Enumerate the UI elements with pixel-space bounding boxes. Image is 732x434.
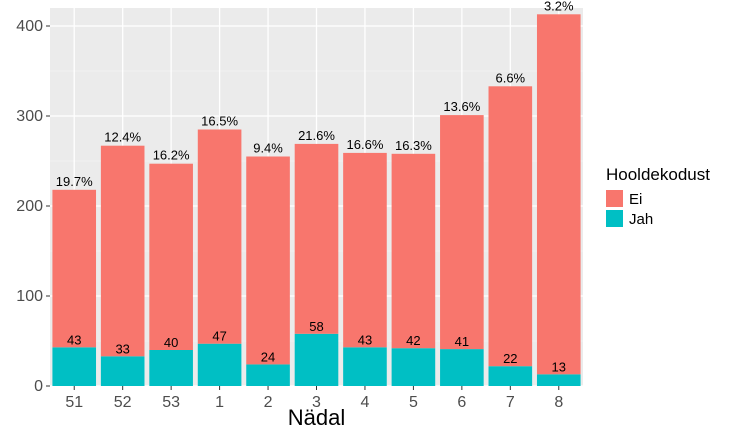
bar-count-label: 41 xyxy=(455,334,469,349)
legend-key-jah xyxy=(606,210,623,227)
percent-label: 16.3% xyxy=(395,138,432,153)
percent-label: 3.2% xyxy=(544,0,574,13)
y-tick-label: 400 xyxy=(16,18,43,35)
bar-ei xyxy=(100,145,145,357)
bar-ei xyxy=(246,156,290,365)
bar-jah xyxy=(536,374,581,386)
percent-label: 16.2% xyxy=(153,148,190,163)
bar-jah xyxy=(149,350,193,386)
x-tick-label: 3 xyxy=(312,394,321,411)
bar-count-label: 24 xyxy=(261,349,275,364)
bar-count-label: 13 xyxy=(552,359,566,374)
bar-labels: 43 19.7% 33 12.4% 40 16.2% 47 16.5% 24 9.4% 58 21.6… xyxy=(56,0,574,374)
bar-count-label: 33 xyxy=(115,341,129,356)
bar-count-label: 22 xyxy=(503,351,517,366)
x-tick-label: 7 xyxy=(506,394,515,411)
bar-count-label: 47 xyxy=(212,329,226,344)
legend-title: Hooldekodust xyxy=(606,165,710,184)
x-tick-label: 2 xyxy=(264,394,273,411)
legend-label-ei: Ei xyxy=(629,191,642,208)
percent-label: 21.6% xyxy=(298,128,335,143)
y-tick-label: 300 xyxy=(16,108,43,125)
percent-label: 16.5% xyxy=(201,114,238,129)
bar-count-label: 40 xyxy=(164,335,178,350)
bar-jah xyxy=(294,333,339,386)
bar-ei xyxy=(488,86,533,367)
bar-count-label: 43 xyxy=(67,332,81,347)
x-tick-label: 1 xyxy=(215,394,224,411)
bar-ei xyxy=(440,115,484,350)
x-tick-label: 5 xyxy=(409,394,418,411)
percent-label: 13.6% xyxy=(443,99,480,114)
bar-jah xyxy=(52,347,97,386)
legend-label-jah: Jah xyxy=(629,211,653,228)
y-tick-label: 100 xyxy=(16,288,43,305)
axes: 0 100 200 300 400 51 52 53 1 2 3 4 5 6 7 8 xyxy=(16,18,563,411)
bars xyxy=(52,14,581,386)
bar-count-label: 43 xyxy=(358,332,372,347)
y-tick-label: 200 xyxy=(16,198,43,215)
bar-jah xyxy=(100,356,145,386)
y-tick-label: 0 xyxy=(34,378,43,395)
bar-jah xyxy=(246,364,290,386)
percent-label: 16.6% xyxy=(347,137,384,152)
bar-jah xyxy=(391,348,436,386)
bar-count-label: 42 xyxy=(406,333,420,348)
legend-key-ei xyxy=(606,190,623,207)
percent-label: 19.7% xyxy=(56,174,93,189)
bar-ei xyxy=(197,129,242,344)
bar-jah xyxy=(343,347,387,386)
x-tick-label: 51 xyxy=(65,394,83,411)
bar-ei xyxy=(343,152,387,348)
bar-ei xyxy=(52,189,97,348)
bar-ei xyxy=(536,14,581,375)
bar-jah xyxy=(488,366,533,386)
x-tick-label: 4 xyxy=(361,394,370,411)
percent-label: 9.4% xyxy=(253,141,283,156)
bar-ei xyxy=(294,143,339,334)
bar-ei xyxy=(391,153,436,349)
percent-label: 12.4% xyxy=(104,130,141,145)
x-tick-label: 8 xyxy=(554,394,563,411)
bar-count-label: 58 xyxy=(309,319,323,334)
bar-jah xyxy=(197,343,242,386)
x-tick-label: 6 xyxy=(457,394,466,411)
percent-label: 6.6% xyxy=(495,70,525,85)
bar-jah xyxy=(440,349,484,386)
x-axis-title: Nädal xyxy=(288,405,345,430)
bar-ei xyxy=(149,163,193,350)
x-tick-label: 53 xyxy=(162,394,180,411)
legend: Hooldekodust Ei Jah xyxy=(606,165,710,228)
x-tick-label: 52 xyxy=(114,394,132,411)
